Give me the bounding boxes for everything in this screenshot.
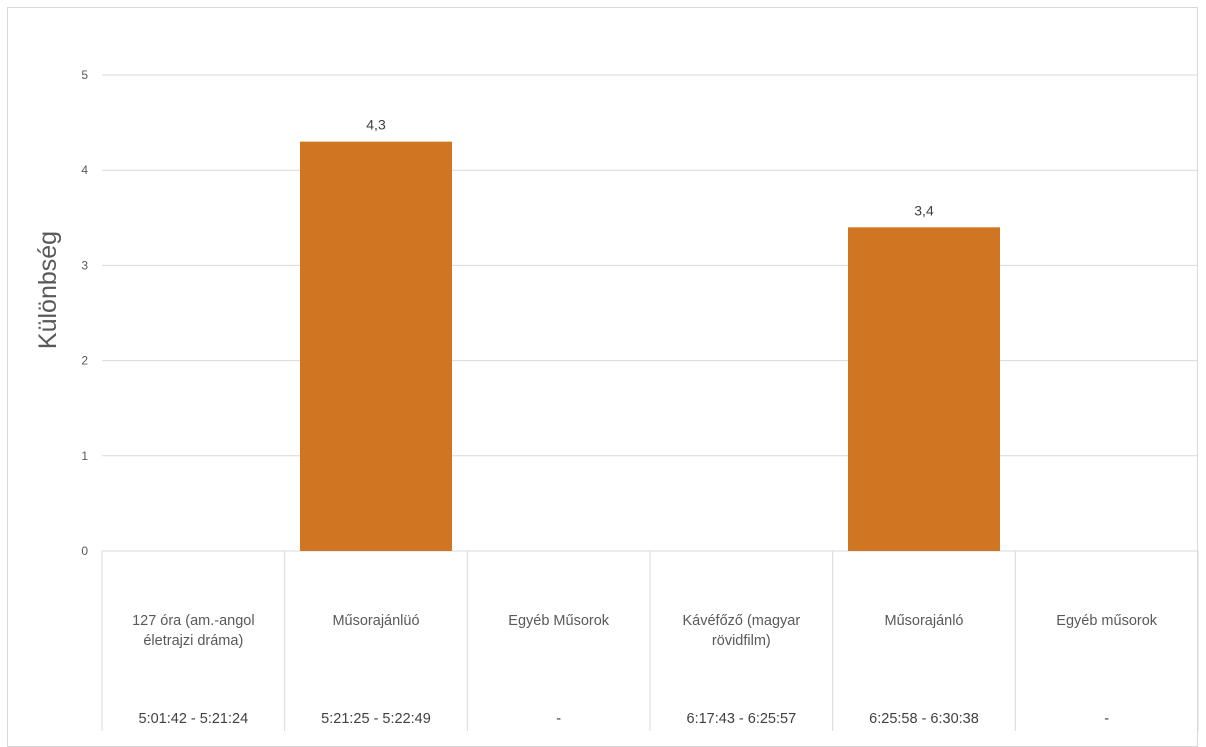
y-tick-label: 4 [81, 163, 88, 177]
bars [300, 141, 1000, 551]
y-tick-label: 3 [81, 258, 88, 272]
category-label: Kávéfőző (magyar [682, 613, 800, 629]
category-time-range: 6:17:43 - 6:25:57 [687, 711, 797, 727]
y-tick-label: 1 [81, 449, 88, 463]
category-time-range: 5:21:25 - 5:22:49 [321, 711, 431, 727]
category-label: 127 óra (am.-angol [132, 613, 255, 629]
category-time-range: - [1104, 711, 1109, 727]
bar [300, 141, 452, 551]
labels: 0 1 2 3 4 5 4,3 3,4 [81, 68, 934, 558]
grid-lines [102, 74, 1198, 552]
category-label: Műsorajánlüó [332, 613, 419, 629]
y-tick-label: 2 [81, 354, 88, 368]
category-label: Műsorajánló [885, 613, 964, 629]
category-label: életrajzi dráma) [143, 633, 243, 649]
data-label: 4,3 [366, 117, 386, 133]
category-time-range: - [556, 711, 561, 727]
bar [848, 227, 1000, 551]
category-label: rövidfilm) [712, 633, 771, 649]
category-time-range: 6:25:58 - 6:30:38 [869, 711, 979, 727]
category-label: Egyéb műsorok [1056, 613, 1157, 629]
category-time-range: 5:01:42 - 5:21:24 [139, 711, 249, 727]
y-tick-label: 0 [81, 544, 88, 558]
y-axis-title: Különbség [34, 231, 62, 349]
category-label: Egyéb Műsorok [508, 613, 609, 629]
y-tick-label: 5 [81, 68, 88, 82]
data-label: 3,4 [914, 202, 934, 218]
category-table: 127 óra (am.-angol életrajzi dráma) 5:01:4… [101, 551, 1199, 731]
bar-chart: 0 1 2 3 4 5 4,3 3,4 127 óra (am.-angol életrajzi… [34, 68, 1199, 731]
